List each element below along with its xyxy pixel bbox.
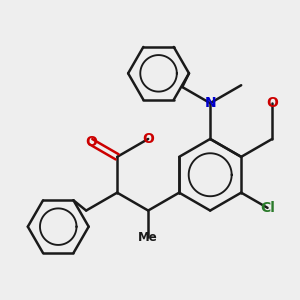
Text: Me: Me (138, 231, 158, 244)
Text: Cl: Cl (260, 201, 275, 215)
Text: O: O (266, 96, 278, 110)
Text: N: N (204, 96, 216, 110)
Text: O: O (142, 132, 154, 146)
Text: O: O (85, 135, 97, 148)
